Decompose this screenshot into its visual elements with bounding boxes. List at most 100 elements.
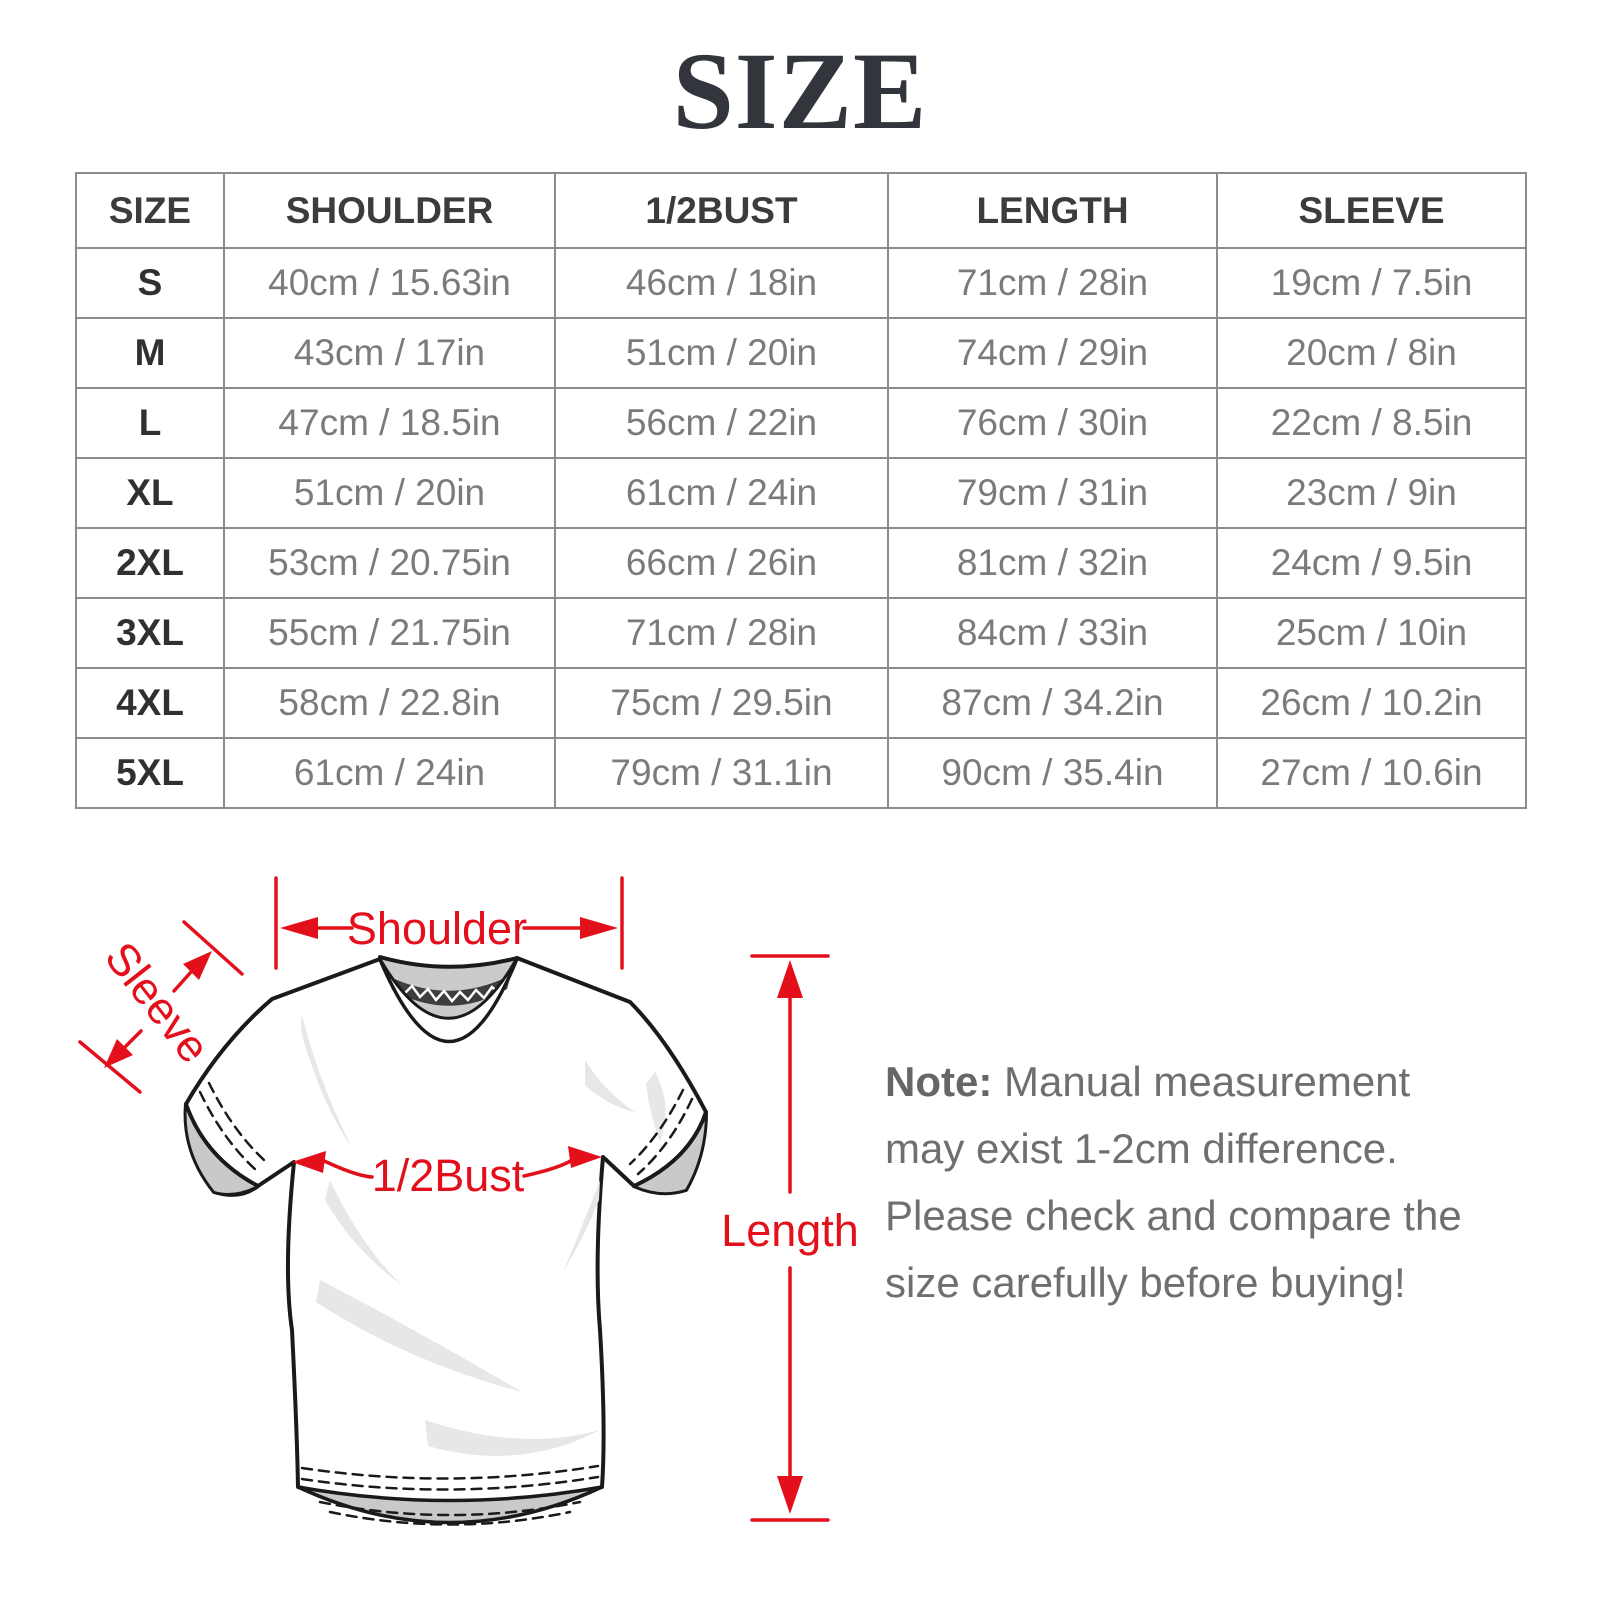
hem-band bbox=[297, 1485, 603, 1525]
collar-tape bbox=[388, 975, 511, 1006]
col-header-shoulder: SHOULDER bbox=[223, 172, 556, 249]
col-header-length: LENGTH bbox=[887, 172, 1218, 249]
page-title: SIZE bbox=[672, 30, 928, 152]
size-label: 3XL bbox=[75, 597, 225, 669]
measurement-note: Note: Manual measurement may exist 1-2cm… bbox=[885, 1048, 1485, 1316]
cell-halfbust: 46cm / 18in bbox=[554, 247, 889, 319]
cell-length: 71cm / 28in bbox=[887, 247, 1218, 319]
table-row-m: M 43cm / 17in 51cm / 20in 74cm / 29in 20… bbox=[75, 317, 1527, 389]
sleeve-bottom-arrow-shaft bbox=[123, 1029, 143, 1049]
cell-halfbust: 61cm / 24in bbox=[554, 457, 889, 529]
table-row-l: L 47cm / 18.5in 56cm / 22in 76cm / 30in … bbox=[75, 387, 1527, 459]
col-header-size: SIZE bbox=[75, 172, 225, 249]
collar-top-edge bbox=[378, 955, 519, 969]
cell-sleeve: 22cm / 8.5in bbox=[1216, 387, 1527, 459]
size-table: SIZE SHOULDER 1/2BUST LENGTH SLEEVE S 40… bbox=[75, 172, 1527, 809]
col-header-sleeve: SLEEVE bbox=[1216, 172, 1527, 249]
length-label: Length bbox=[721, 1205, 859, 1256]
cell-shoulder: 61cm / 24in bbox=[223, 737, 556, 809]
cell-shoulder: 40cm / 15.63in bbox=[223, 247, 556, 319]
cell-sleeve: 24cm / 9.5in bbox=[1216, 527, 1527, 599]
cell-sleeve: 23cm / 9in bbox=[1216, 457, 1527, 529]
cell-sleeve: 20cm / 8in bbox=[1216, 317, 1527, 389]
cell-halfbust: 56cm / 22in bbox=[554, 387, 889, 459]
table-row-4xl: 4XL 58cm / 22.8in 75cm / 29.5in 87cm / 3… bbox=[75, 667, 1527, 739]
note-body: Manual measurement may exist 1-2cm diffe… bbox=[885, 1058, 1462, 1306]
size-label: 4XL bbox=[75, 667, 225, 739]
cell-shoulder: 51cm / 20in bbox=[223, 457, 556, 529]
right-cuff-edge bbox=[632, 1110, 708, 1188]
size-table-body: S 40cm / 15.63in 46cm / 18in 71cm / 28in… bbox=[75, 247, 1527, 809]
cell-halfbust: 71cm / 28in bbox=[554, 597, 889, 669]
note-label: Note: bbox=[885, 1058, 993, 1105]
left-sleeve-stitch bbox=[198, 1090, 258, 1172]
cell-shoulder: 47cm / 18.5in bbox=[223, 387, 556, 459]
sleeve-bottom-tick bbox=[78, 1040, 142, 1094]
length-down-arrowhead bbox=[777, 1476, 803, 1514]
cell-sleeve: 25cm / 10in bbox=[1216, 597, 1527, 669]
hem-stitch-top bbox=[300, 1464, 600, 1480]
bust-right-arrowhead bbox=[568, 1146, 602, 1168]
half-bust-label: 1/2Bust bbox=[372, 1150, 525, 1201]
cell-halfbust: 79cm / 31.1in bbox=[554, 737, 889, 809]
cell-shoulder: 43cm / 17in bbox=[223, 317, 556, 389]
table-row-s: S 40cm / 15.63in 46cm / 18in 71cm / 28in… bbox=[75, 247, 1527, 319]
size-label: 2XL bbox=[75, 527, 225, 599]
size-label: L bbox=[75, 387, 225, 459]
col-header-halfbust: 1/2BUST bbox=[554, 172, 889, 249]
tshirt-illustration bbox=[183, 955, 708, 1526]
size-label: M bbox=[75, 317, 225, 389]
sleeve-bottom-arrowhead bbox=[104, 1039, 133, 1068]
cell-length: 87cm / 34.2in bbox=[887, 667, 1218, 739]
cell-length: 74cm / 29in bbox=[887, 317, 1218, 389]
half-bust-measure: 1/2Bust bbox=[292, 1146, 602, 1201]
cell-sleeve: 19cm / 7.5in bbox=[1216, 247, 1527, 319]
collar-zigzag-stitch bbox=[395, 982, 508, 1003]
cell-halfbust: 66cm / 26in bbox=[554, 527, 889, 599]
size-label: S bbox=[75, 247, 225, 319]
hem-band-stitch bbox=[318, 1500, 582, 1517]
left-cuff-edge bbox=[184, 1102, 260, 1188]
length-measure: Length bbox=[721, 954, 859, 1522]
cell-sleeve: 27cm / 10.6in bbox=[1216, 737, 1527, 809]
sleeve-measure: Sleeve bbox=[78, 920, 244, 1094]
bust-left-arrowhead bbox=[292, 1151, 326, 1173]
cell-length: 81cm / 32in bbox=[887, 527, 1218, 599]
cell-length: 76cm / 30in bbox=[887, 387, 1218, 459]
cell-shoulder: 55cm / 21.75in bbox=[223, 597, 556, 669]
size-label: XL bbox=[75, 457, 225, 529]
fabric-wrinkles bbox=[301, 1015, 666, 1456]
table-row-3xl: 3XL 55cm / 21.75in 71cm / 28in 84cm / 33… bbox=[75, 597, 1527, 669]
sleeve-top-arrow-shaft bbox=[172, 970, 193, 993]
shoulder-left-arrowhead bbox=[280, 917, 318, 939]
hem-stitch-bottom bbox=[300, 1475, 600, 1491]
left-sleeve-stitch-2 bbox=[207, 1081, 266, 1162]
length-up-arrowhead bbox=[777, 960, 803, 998]
right-sleeve-stitch-2 bbox=[628, 1088, 685, 1166]
size-table-header: SIZE SHOULDER 1/2BUST LENGTH SLEEVE bbox=[75, 172, 1527, 249]
bust-line-right bbox=[522, 1158, 574, 1178]
shoulder-measure: Shoulder bbox=[274, 876, 624, 970]
shoulder-label: Shoulder bbox=[347, 903, 527, 954]
table-row-5xl: 5XL 61cm / 24in 79cm / 31.1in 90cm / 35.… bbox=[75, 737, 1527, 809]
cell-length: 90cm / 35.4in bbox=[887, 737, 1218, 809]
cell-shoulder: 53cm / 20.75in bbox=[223, 527, 556, 599]
cell-length: 79cm / 31in bbox=[887, 457, 1218, 529]
cell-halfbust: 51cm / 20in bbox=[554, 317, 889, 389]
cell-sleeve: 26cm / 10.2in bbox=[1216, 667, 1527, 739]
bust-line-left bbox=[316, 1156, 374, 1179]
size-label: 5XL bbox=[75, 737, 225, 809]
table-row-2xl: 2XL 53cm / 20.75in 66cm / 26in 81cm / 32… bbox=[75, 527, 1527, 599]
cell-length: 84cm / 33in bbox=[887, 597, 1218, 669]
cell-shoulder: 58cm / 22.8in bbox=[223, 667, 556, 739]
sleeve-top-tick bbox=[182, 920, 244, 976]
hem-band-stitch-2 bbox=[328, 1510, 572, 1526]
table-row-xl: XL 51cm / 20in 61cm / 24in 79cm / 31in 2… bbox=[75, 457, 1527, 529]
cell-halfbust: 75cm / 29.5in bbox=[554, 667, 889, 739]
header-row: SIZE SHOULDER 1/2BUST LENGTH SLEEVE bbox=[75, 172, 1527, 249]
shoulder-right-arrowhead bbox=[580, 917, 618, 939]
right-sleeve-stitch bbox=[636, 1097, 694, 1176]
sleeve-top-arrowhead bbox=[183, 951, 212, 980]
